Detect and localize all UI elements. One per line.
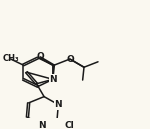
Text: O: O xyxy=(66,55,74,63)
Text: N: N xyxy=(54,100,62,109)
Text: CH₃: CH₃ xyxy=(2,54,19,63)
Text: N: N xyxy=(49,75,57,84)
Text: O: O xyxy=(36,52,44,61)
Text: N: N xyxy=(38,121,45,129)
Text: Cl: Cl xyxy=(64,121,74,129)
